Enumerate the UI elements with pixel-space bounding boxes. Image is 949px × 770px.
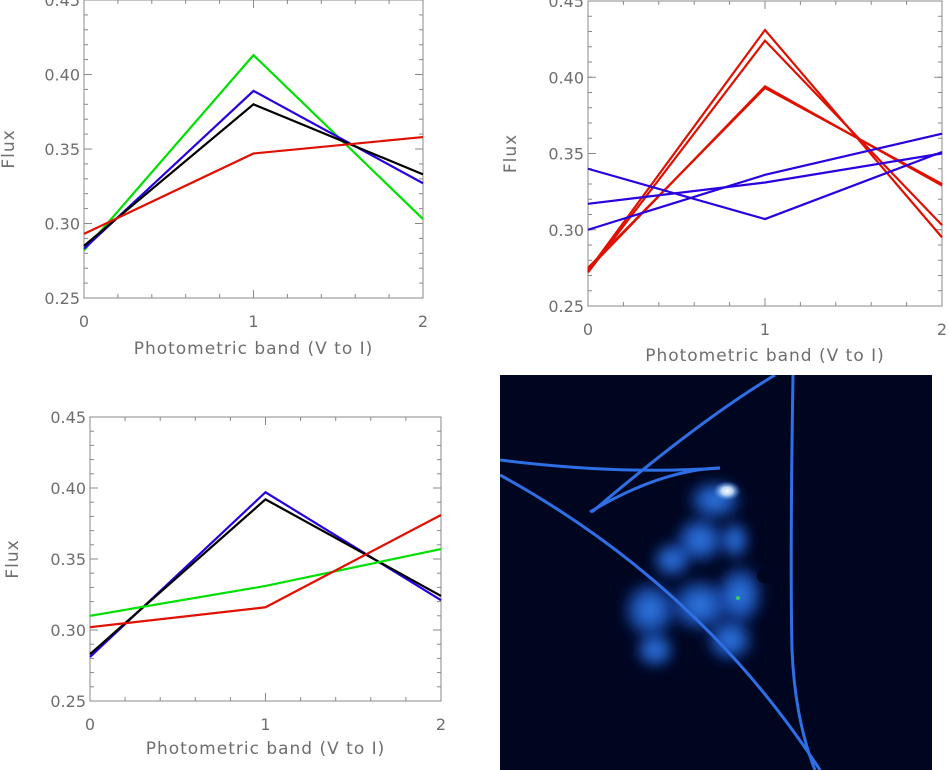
y-tick-label: 0.40 xyxy=(548,68,584,87)
y-tick-label: 0.40 xyxy=(50,479,86,498)
chart-panel-top-left: 0.25 0.30 0.35 0.40 0.45 0 1 2 Photometric band … xyxy=(0,0,428,359)
y-tick-label: 0.35 xyxy=(50,550,86,569)
nebula-emission xyxy=(500,375,822,770)
y-axis-title: Flux xyxy=(3,539,23,578)
y-tick-label: 0.30 xyxy=(548,221,584,240)
y-tick-label: 0.35 xyxy=(548,145,584,164)
series-line-6 xyxy=(587,152,943,205)
y-tick-label: 0.25 xyxy=(44,289,80,308)
series-line-2 xyxy=(89,498,442,655)
x-axis-title: Photometric band (V to I) xyxy=(134,339,374,359)
x-tick-label: 1 xyxy=(248,312,258,331)
series-line-4 xyxy=(89,514,442,629)
plot-frame xyxy=(89,416,442,702)
series-line-3 xyxy=(587,85,943,271)
series-line-1 xyxy=(89,490,442,658)
x-tick-label: 0 xyxy=(85,715,95,734)
y-tick-label: 0.35 xyxy=(44,140,80,159)
y-tick-label: 0.30 xyxy=(44,215,80,234)
x-tick-label: 1 xyxy=(260,715,270,734)
y-axis-title: Flux xyxy=(501,134,521,173)
y-tick-label: 0.45 xyxy=(548,0,584,11)
y-tick-label: 0.25 xyxy=(50,692,86,711)
x-axis-title: Photometric band (V to I) xyxy=(146,739,386,759)
plot-frame xyxy=(587,0,943,307)
series-line-1 xyxy=(587,28,943,272)
series-line-3 xyxy=(89,547,442,617)
x-tick-label: 0 xyxy=(583,320,593,339)
series-line-5 xyxy=(587,150,943,221)
series-line-1 xyxy=(83,53,424,252)
series-line-3 xyxy=(83,103,424,247)
x-tick-label: 1 xyxy=(760,320,770,339)
image-background xyxy=(500,375,932,770)
chart-panel-top-right: 0.25 0.30 0.35 0.40 0.45 0 1 2 Photometric band … xyxy=(501,0,947,366)
y-tick-label: 0.45 xyxy=(44,0,80,10)
x-tick-label: 2 xyxy=(937,320,947,339)
image-panel xyxy=(500,375,932,770)
plot-frame xyxy=(83,0,424,299)
chart-panel-bottom-left: 0.25 0.30 0.35 0.40 0.45 0 1 2 Photometric band … xyxy=(3,408,446,759)
series-line-7 xyxy=(587,132,943,231)
x-tick-label: 0 xyxy=(79,312,89,331)
y-tick-label: 0.40 xyxy=(44,66,80,85)
y-tick-label: 0.25 xyxy=(548,297,584,316)
y-tick-label: 0.45 xyxy=(50,408,86,427)
series-line-2 xyxy=(83,89,424,250)
x-axis-title: Photometric band (V to I) xyxy=(645,346,885,366)
series-line-4 xyxy=(83,135,424,235)
y-axis-title: Flux xyxy=(0,129,19,168)
x-tick-label: 2 xyxy=(436,715,446,734)
x-tick-label: 2 xyxy=(418,312,428,331)
series-line-4 xyxy=(587,86,943,269)
y-tick-label: 0.30 xyxy=(50,621,86,640)
